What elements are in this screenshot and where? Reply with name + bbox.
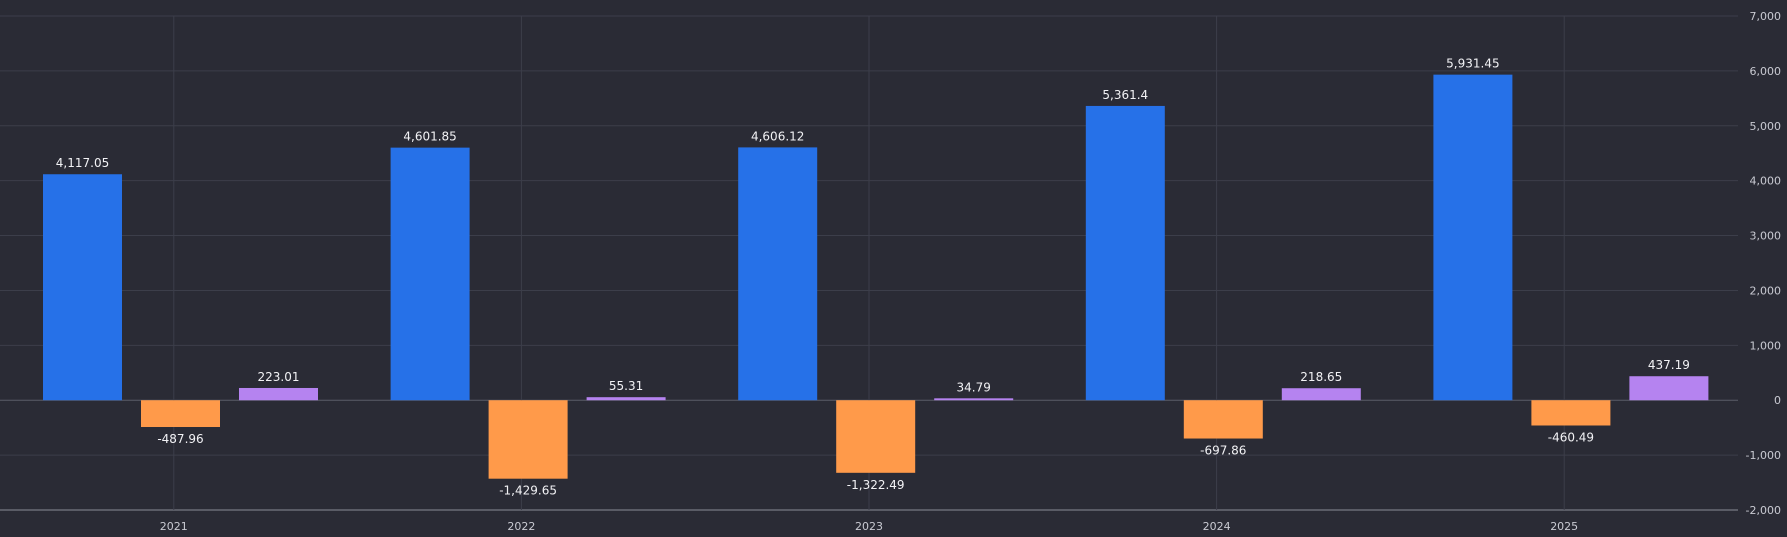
data-label: -487.96	[157, 432, 203, 446]
data-label: -1,429.65	[499, 484, 557, 498]
y-tick-label: 6,000	[1750, 65, 1782, 78]
bar-layer	[43, 74, 1709, 479]
data-label: -1,322.49	[847, 478, 905, 492]
bar	[738, 147, 818, 401]
bar	[43, 174, 122, 401]
data-label: 5,361.4	[1102, 88, 1148, 102]
y-tick-label: -1,000	[1746, 449, 1781, 462]
data-label: 437.19	[1648, 358, 1690, 372]
axis-layer: 7,000 6,000 5,000 4,000 3,000 2,000 1,000 0 -1,0…	[160, 10, 1781, 533]
data-label: 218.65	[1300, 370, 1342, 384]
y-tick-label: 3,000	[1750, 230, 1782, 243]
bar	[239, 387, 318, 401]
bar	[390, 147, 470, 401]
y-tick-label: 7,000	[1750, 10, 1782, 23]
label-layer: 4,117.05 -487.96 223.01 4,601.85 -1,429.65 55…	[56, 57, 1690, 498]
y-tick-label: 4,000	[1750, 175, 1782, 188]
bar	[836, 400, 916, 473]
data-label: -697.86	[1200, 444, 1246, 458]
bar	[1183, 400, 1263, 439]
data-label: 4,601.85	[403, 130, 456, 144]
x-tick-label: 2024	[1203, 520, 1231, 533]
bar	[141, 400, 220, 428]
y-tick-label: 5,000	[1750, 120, 1782, 133]
data-label: 34.79	[957, 380, 991, 394]
y-tick-label: -2,000	[1746, 504, 1781, 517]
data-label: 55.31	[609, 379, 643, 393]
data-label: 4,606.12	[751, 129, 804, 143]
x-tick-label: 2021	[160, 520, 188, 533]
x-tick-label: 2025	[1550, 520, 1578, 533]
data-label: 4,117.05	[56, 156, 109, 170]
bar	[1085, 105, 1165, 401]
x-tick-label: 2022	[507, 520, 535, 533]
data-label: -460.49	[1548, 430, 1594, 444]
data-label: 223.01	[258, 370, 300, 384]
bar	[1629, 376, 1709, 401]
bar	[1281, 388, 1361, 401]
y-tick-label: 0	[1774, 394, 1781, 407]
bar	[934, 398, 1014, 401]
bar	[1531, 400, 1611, 426]
y-tick-label: 1,000	[1750, 339, 1782, 352]
x-tick-label: 2023	[855, 520, 883, 533]
bar	[586, 397, 666, 401]
data-label: 5,931.45	[1446, 57, 1499, 71]
y-tick-label: 2,000	[1750, 284, 1782, 297]
bar	[1433, 74, 1513, 401]
bar	[488, 400, 568, 479]
